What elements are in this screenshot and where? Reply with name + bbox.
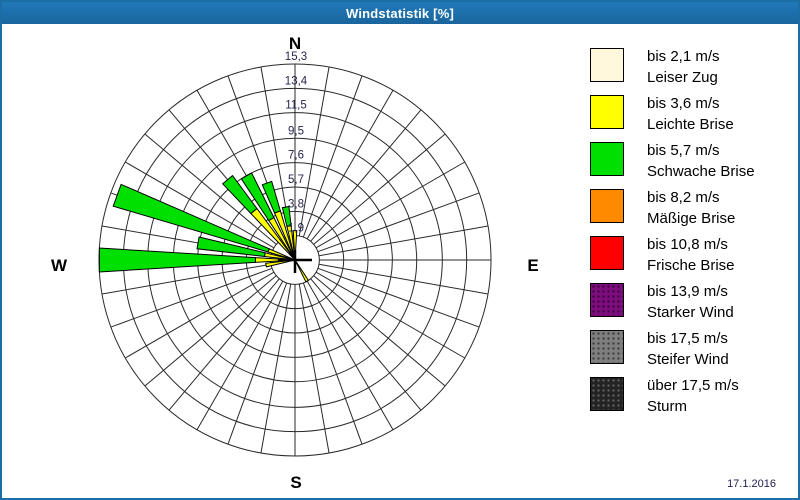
compass-label-south: S — [290, 473, 301, 492]
legend-name-label: Leiser Zug — [647, 69, 718, 86]
legend-item: bis 17,5 m/s Steifer Wind — [590, 328, 796, 372]
legend-swatch-maessige-brise — [590, 189, 624, 223]
legend-name-label: Leichte Brise — [647, 116, 734, 133]
legend-swatch-starker-wind — [590, 283, 624, 317]
legend-item: über 17,5 m/s Sturm — [590, 375, 796, 419]
legend-item: bis 2,1 m/s Leiser Zug — [590, 46, 796, 90]
legend-speed-label: bis 3,6 m/s — [647, 95, 720, 112]
legend-swatch-leiser-zug — [590, 48, 624, 82]
radial-axis-label: 1,9 — [288, 223, 304, 235]
wind-rose-chart: 1,9 3,8 5,7 7,6 9,5 11,5 13,4 15,3N E S W — [51, 34, 539, 492]
legend-speed-label: bis 5,7 m/s — [647, 142, 720, 159]
radial-axis-label: 15,3 — [285, 51, 307, 63]
legend: bis 2,1 m/s Leiser Zug bis 3,6 m/s Leich… — [590, 46, 796, 422]
compass-label-west: W — [51, 256, 68, 275]
window-title-bar: Windstatistik [%] — [2, 2, 798, 24]
legend-item: bis 5,7 m/s Schwache Brise — [590, 140, 796, 184]
legend-name-label: Sturm — [647, 398, 688, 415]
window-title: Windstatistik [%] — [345, 5, 454, 21]
compass-label-east: E — [527, 256, 538, 275]
radial-axis-label: 11,5 — [285, 100, 307, 112]
legend-name-label: Schwache Brise — [647, 163, 755, 180]
legend-item: bis 3,6 m/s Leichte Brise — [590, 93, 796, 137]
legend-name-label: Frische Brise — [647, 257, 735, 274]
legend-name-label: Mäßige Brise — [647, 210, 736, 227]
legend-speed-label: bis 2,1 m/s — [647, 48, 720, 65]
legend-name-label: Steifer Wind — [647, 351, 729, 368]
radial-axis-label: 13,4 — [285, 75, 308, 87]
radial-axis-label: 7,6 — [288, 150, 304, 162]
date-stamp: 17.1.2016 — [727, 478, 776, 490]
legend-item: bis 8,2 m/s Mäßige Brise — [590, 187, 796, 231]
legend-swatch-sturm — [590, 377, 624, 411]
legend-speed-label: über 17,5 m/s — [647, 377, 739, 394]
legend-swatch-frische-brise — [590, 236, 624, 270]
legend-swatch-leichte-brise — [590, 95, 624, 129]
legend-speed-label: bis 17,5 m/s — [647, 330, 728, 347]
radial-axis-label: 9,5 — [288, 125, 304, 137]
legend-item: bis 10,8 m/s Frische Brise — [590, 234, 796, 278]
radial-axis-label: 5,7 — [288, 174, 304, 186]
compass-label-north: N — [289, 34, 301, 53]
legend-name-label: Starker Wind — [647, 304, 734, 321]
radial-axis-label: 3,8 — [288, 198, 304, 210]
legend-speed-label: bis 10,8 m/s — [647, 236, 728, 253]
legend-speed-label: bis 8,2 m/s — [647, 189, 720, 206]
wind-rose-chart-area: 1,9 3,8 5,7 7,6 9,5 11,5 13,4 15,3 N E S W — [2, 24, 582, 498]
legend-swatch-schwache-brise — [590, 142, 624, 176]
legend-item: bis 13,9 m/s Starker Wind — [590, 281, 796, 325]
legend-swatch-steifer-wind — [590, 330, 624, 364]
legend-speed-label: bis 13,9 m/s — [647, 283, 728, 300]
